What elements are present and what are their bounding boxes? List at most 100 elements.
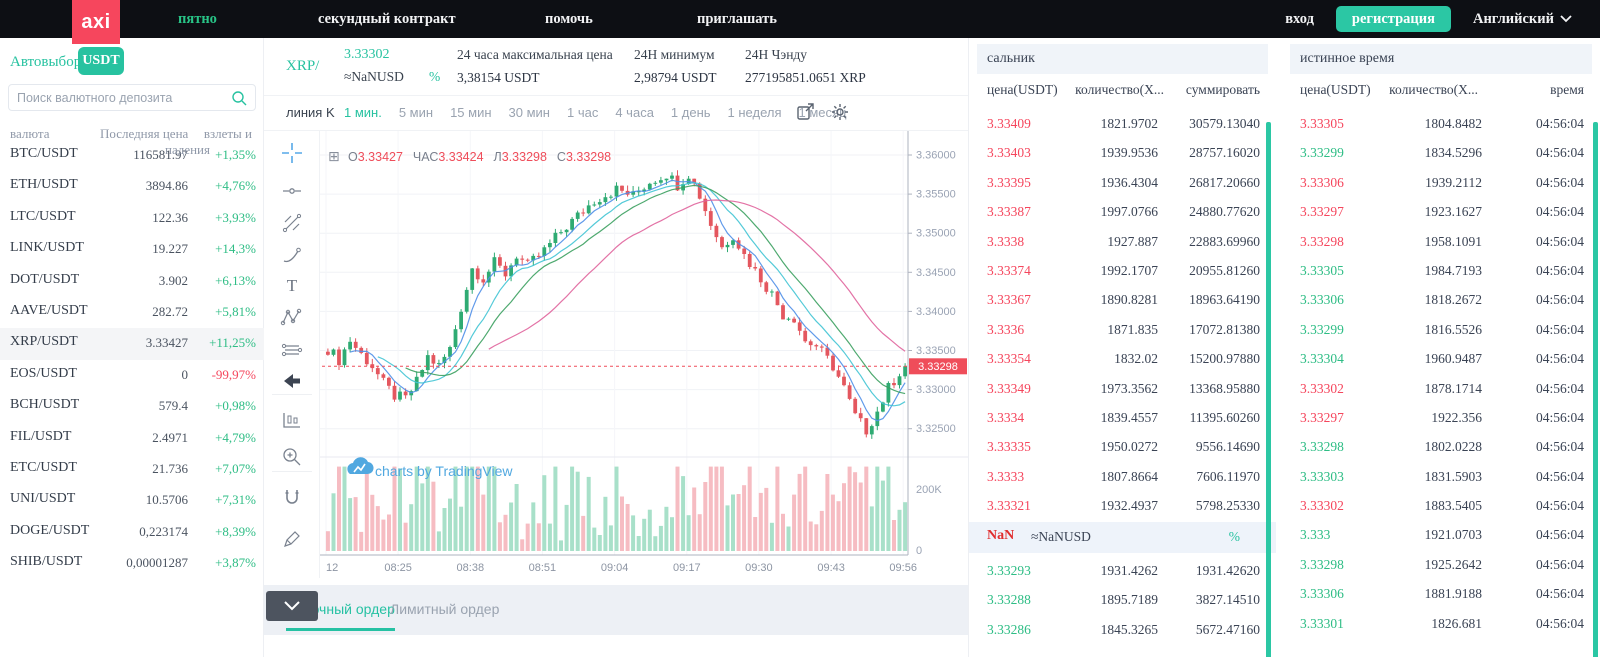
trade-price: 3.33299 (1300, 321, 1344, 337)
orderbook-scrollbar[interactable] (1266, 122, 1271, 657)
orderbook-title: сальник (977, 44, 1268, 74)
nav-item-3[interactable]: помочь (545, 10, 593, 27)
text-icon[interactable]: T (280, 274, 304, 298)
orderbook-ask-row[interactable]: 3.33354 1832.02 15200.97880 (969, 345, 1276, 374)
tradingview-logo[interactable]: charts by TradingView (347, 457, 513, 479)
forecast-icon[interactable] (280, 409, 304, 433)
pair-row[interactable]: AAVE/USDT 282.72 +5,81% (0, 297, 264, 328)
login-link[interactable]: вход (1285, 10, 1314, 27)
book-qty: 1821.9702 (1100, 116, 1158, 131)
arrow-left-icon[interactable] (280, 369, 304, 393)
trade-time: 04:56:04 (1535, 439, 1584, 455)
orderbook-ask-row[interactable]: 3.33387 1997.0766 24880.77620 (969, 198, 1276, 227)
book-qty: 1950.0272 (1100, 439, 1158, 455)
interval-15мин[interactable]: 15 мин (450, 105, 492, 120)
orderbook-ask-row[interactable]: 3.33349 1973.3562 13368.95880 (969, 375, 1276, 404)
market-pair-list: BTC/USDT 116581.97 +1,35% ETH/USDT 3894.86 +4… (0, 140, 264, 579)
orderbook-ask-row[interactable]: 3.33374 1992.1707 20955.81260 (969, 257, 1276, 286)
interval-5мин[interactable]: 5 мин (398, 105, 434, 120)
crosshair-icon[interactable] (280, 141, 304, 165)
nav-item-2[interactable]: секундный контракт (318, 10, 456, 27)
search-input[interactable] (17, 90, 231, 105)
magnet-icon[interactable] (280, 487, 304, 511)
pair-row[interactable]: XRP/USDT 3.33427 +11,25% (0, 328, 264, 360)
trendline-icon[interactable] (280, 179, 304, 203)
time-tick: 09:17 (673, 562, 701, 574)
interval-1день[interactable]: 1 день (670, 105, 711, 120)
nav-item-4[interactable]: приглашать (697, 10, 777, 27)
orderbook-ask-row[interactable]: 3.33409 1821.9702 30579.13040 (969, 110, 1276, 139)
position-icon[interactable] (280, 338, 304, 362)
autoselect-tab[interactable]: Автовыбор (10, 54, 82, 70)
pair-row[interactable]: ETH/USDT 3894.86 +4,76% (0, 171, 264, 202)
pair-price: 579.4 (158, 398, 188, 414)
pencil-icon[interactable] (280, 527, 304, 551)
pair-row[interactable]: BTC/USDT 116581.97 +1,35% (0, 140, 264, 171)
pair-row[interactable]: LTC/USDT 122.36 +3,93% (0, 203, 264, 234)
orderbook-bid-row[interactable]: 3.33286 1845.3265 5672.47160 (969, 616, 1276, 645)
quote-tab-usdt[interactable]: USDT (78, 47, 124, 75)
search-box[interactable] (8, 84, 256, 111)
xabcd-pattern-icon[interactable] (280, 306, 304, 330)
register-button[interactable]: регистрация (1335, 6, 1451, 32)
settings-gear-icon[interactable] (830, 102, 850, 122)
brush-icon[interactable] (280, 244, 304, 268)
pair-row[interactable]: SHIB/USDT 0,00001287 +3,87% (0, 548, 264, 579)
interval-4часа[interactable]: 4 часа (615, 105, 654, 120)
orderbook-ask-row[interactable]: 3.33395 1936.4304 26817.20660 (969, 169, 1276, 198)
collapse-toolbar-button[interactable] (266, 591, 318, 621)
orderbook-ask-row[interactable]: 3.3334 1839.4557 11395.60260 (969, 404, 1276, 433)
pitchfork-icon[interactable] (280, 211, 304, 235)
orderbook-ask-row[interactable]: 3.33335 1950.0272 9556.14690 (969, 433, 1276, 462)
book-price: 3.33288 (987, 592, 1031, 608)
export-icon[interactable] (795, 102, 815, 122)
book-qty: 1932.4937 (1100, 498, 1158, 514)
chart-area[interactable]: T 3.36000 3.35500 3.35000 3.34500 3.34000 3.3… (264, 130, 968, 621)
interval-30мин[interactable]: 30 мин (508, 105, 550, 120)
pair-row[interactable]: DOGE/USDT 0,223174 +8,39% (0, 517, 264, 548)
orderbook-ask-row[interactable]: 3.33367 1890.8281 18963.64190 (969, 286, 1276, 315)
pair-row[interactable]: EOS/USDT 0 -99,97% (0, 360, 264, 391)
pair-change: +1,35% (215, 147, 256, 162)
pair-row[interactable]: UNI/USDT 10.5706 +7,31% (0, 485, 264, 516)
trade-price: 3.33303 (1300, 468, 1344, 484)
language-selector[interactable]: Английский (1473, 11, 1572, 28)
book-total: 17072.81380 (1189, 321, 1260, 337)
trade-row: 3.33303 1831.5903 04:56:04 (1282, 463, 1600, 492)
orderbook-ask-row[interactable]: 3.33403 1939.9536 28757.16020 (969, 139, 1276, 168)
svg-text:charts by TradingView: charts by TradingView (375, 463, 513, 479)
nav-item-1[interactable]: пятно (178, 10, 217, 27)
pair-row[interactable]: DOT/USDT 3.902 +6,13% (0, 266, 264, 297)
trade-qty: 1834.5296 (1424, 145, 1482, 161)
book-qty: 1936.4304 (1100, 174, 1158, 190)
app-logo[interactable]: axi (72, 0, 120, 44)
trades-scrollbar[interactable] (1593, 122, 1598, 657)
trade-price: 3.33302 (1300, 498, 1344, 514)
trade-time: 04:56:04 (1535, 174, 1584, 190)
trade-row: 3.333 1921.0703 04:56:04 (1282, 521, 1600, 550)
orderbook-ask-row[interactable]: 3.3333 1807.8664 7606.11970 (969, 463, 1276, 492)
ticker-symbol: XRP/ (286, 58, 320, 74)
orderbook-bid-row[interactable]: 3.33293 1931.4262 1931.42620 (969, 557, 1276, 586)
candlestick-chart[interactable]: 3.36000 3.35500 3.35000 3.34500 3.34000 3.335… (320, 131, 968, 578)
pair-row[interactable]: BCH/USDT 579.4 +0,98% (0, 391, 264, 422)
orderbook-ask-row[interactable]: 3.3338 1927.887 22883.69960 (969, 228, 1276, 257)
pair-row[interactable]: FIL/USDT 2.4971 +4,79% (0, 423, 264, 454)
interval-1месяц[interactable]: 1 месяц (798, 105, 847, 120)
pair-row[interactable]: LINK/USDT 19.227 +14,3% (0, 234, 264, 265)
price-tick: 3.36000 (916, 150, 956, 162)
pair-row[interactable]: ETC/USDT 21.736 +7,07% (0, 454, 264, 485)
orderbook-ask-row[interactable]: 3.3336 1871.835 17072.81380 (969, 316, 1276, 345)
book-total: 7606.11970 (1196, 468, 1260, 484)
zoom-in-icon[interactable] (280, 445, 304, 469)
interval-1неделя[interactable]: 1 неделя (727, 105, 782, 120)
tab-limit-order[interactable]: Лимитный ордер (390, 601, 500, 617)
top-navbar: axi пятно секундный контракт помочь приглаш… (0, 0, 1600, 44)
interval-1час[interactable]: 1 час (566, 105, 599, 120)
orderbook-bid-row[interactable]: 3.33288 1895.7189 3827.14510 (969, 586, 1276, 615)
trade-qty: 1939.2112 (1425, 174, 1482, 190)
interval-1мин[interactable]: 1 мин. (344, 105, 382, 120)
volume-tick-zero: 0 (916, 545, 922, 557)
pair-name: ETH/USDT (10, 177, 78, 193)
orderbook-ask-row[interactable]: 3.33321 1932.4937 5798.25330 (969, 492, 1276, 521)
